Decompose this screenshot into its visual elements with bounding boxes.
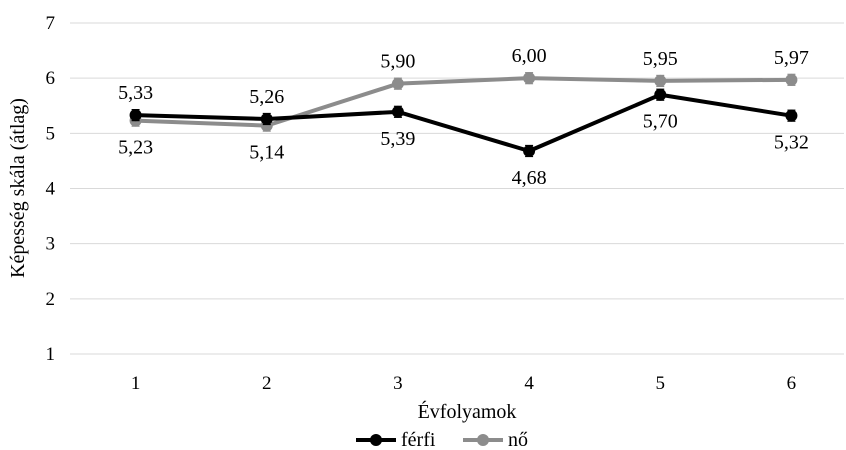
x-tick-label: 4: [524, 373, 534, 394]
series-line: [135, 76, 792, 128]
data-labels: 5,33 5,26 5,39 4,68 5,70 5,32 5,23 5,14 5,90 6,00…: [118, 45, 809, 189]
data-point: [785, 109, 798, 122]
legend-item-férfi: férfi: [356, 429, 436, 450]
y-tick-labels: 1 2 3 4 5 6 7: [46, 13, 56, 365]
y-tick-label: 4: [46, 179, 56, 200]
gridlines: [70, 22, 844, 355]
x-tick-label: 6: [787, 373, 797, 394]
series-lines: [129, 72, 798, 158]
data-label: 5,70: [643, 111, 678, 133]
data-label: 5,14: [249, 142, 284, 164]
series-férfi: [129, 88, 798, 158]
y-axis-label: Képesség skála (átlag): [7, 98, 29, 278]
x-tick-label: 3: [393, 373, 403, 394]
data-label: 5,32: [774, 132, 809, 154]
data-label: 5,23: [118, 137, 153, 159]
x-axis-label: Évfolyamok: [418, 400, 517, 423]
legend-label: nő: [508, 429, 528, 450]
x-tick-label: 2: [262, 373, 272, 394]
data-label: 5,95: [643, 48, 678, 70]
y-tick-label: 2: [46, 289, 56, 310]
data-label: 4,68: [512, 167, 547, 189]
legend: férfi nő: [356, 429, 528, 450]
data-label: 5,39: [380, 128, 415, 150]
data-label: 5,33: [118, 82, 153, 104]
y-tick-label: 7: [46, 13, 56, 34]
y-tick-label: 6: [46, 68, 56, 89]
y-tick-label: 1: [46, 344, 56, 365]
data-point: [654, 88, 667, 101]
data-label: 5,97: [774, 47, 809, 69]
legend-label: férfi: [401, 429, 436, 450]
data-point: [654, 74, 667, 87]
data-point: [129, 109, 142, 122]
data-label: 5,90: [380, 51, 415, 73]
y-tick-label: 3: [46, 234, 56, 255]
series-line: [135, 92, 792, 153]
y-tick-label: 5: [46, 123, 56, 144]
data-point: [523, 72, 536, 85]
data-point: [391, 77, 404, 90]
legend-item-nő: nő: [463, 429, 528, 450]
x-tick-labels: 1 2 3 4 5 6: [131, 373, 796, 394]
x-tick-label: 1: [131, 373, 141, 394]
data-label: 5,26: [249, 86, 284, 108]
data-point: [523, 144, 536, 157]
x-tick-label: 5: [656, 373, 666, 394]
data-point: [785, 73, 798, 86]
data-point: [391, 105, 404, 118]
data-point: [260, 112, 273, 125]
data-label: 6,00: [512, 45, 547, 67]
